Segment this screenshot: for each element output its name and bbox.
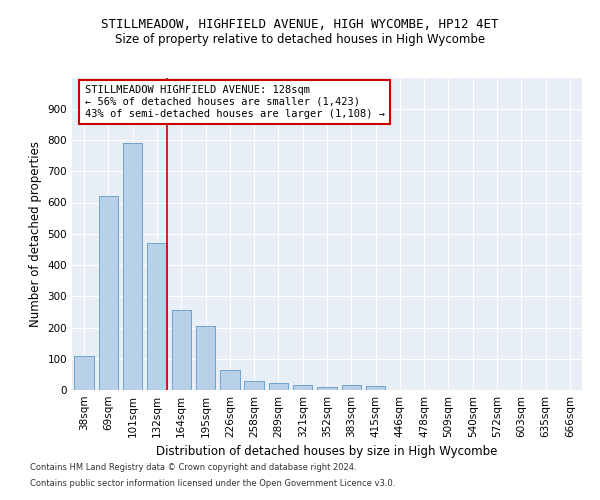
Bar xyxy=(123,143,142,390)
Bar xyxy=(366,386,385,390)
Y-axis label: Number of detached properties: Number of detached properties xyxy=(29,141,42,327)
Text: STILLMEADOW, HIGHFIELD AVENUE, HIGH WYCOMBE, HP12 4ET: STILLMEADOW, HIGHFIELD AVENUE, HIGH WYCO… xyxy=(101,18,499,30)
Bar xyxy=(196,326,215,390)
Text: Contains public sector information licensed under the Open Government Licence v3: Contains public sector information licen… xyxy=(30,478,395,488)
Text: Contains HM Land Registry data © Crown copyright and database right 2024.: Contains HM Land Registry data © Crown c… xyxy=(30,464,356,472)
Bar xyxy=(244,380,264,390)
Bar xyxy=(147,243,167,390)
Text: Size of property relative to detached houses in High Wycombe: Size of property relative to detached ho… xyxy=(115,32,485,46)
Text: STILLMEADOW HIGHFIELD AVENUE: 128sqm
← 56% of detached houses are smaller (1,423: STILLMEADOW HIGHFIELD AVENUE: 128sqm ← 5… xyxy=(85,86,385,118)
Bar xyxy=(317,387,337,390)
Bar xyxy=(172,310,191,390)
Bar xyxy=(99,196,118,390)
X-axis label: Distribution of detached houses by size in High Wycombe: Distribution of detached houses by size … xyxy=(157,446,497,458)
Bar xyxy=(341,386,361,390)
Bar xyxy=(269,383,288,390)
Bar xyxy=(220,370,239,390)
Bar xyxy=(293,386,313,390)
Bar xyxy=(74,356,94,390)
